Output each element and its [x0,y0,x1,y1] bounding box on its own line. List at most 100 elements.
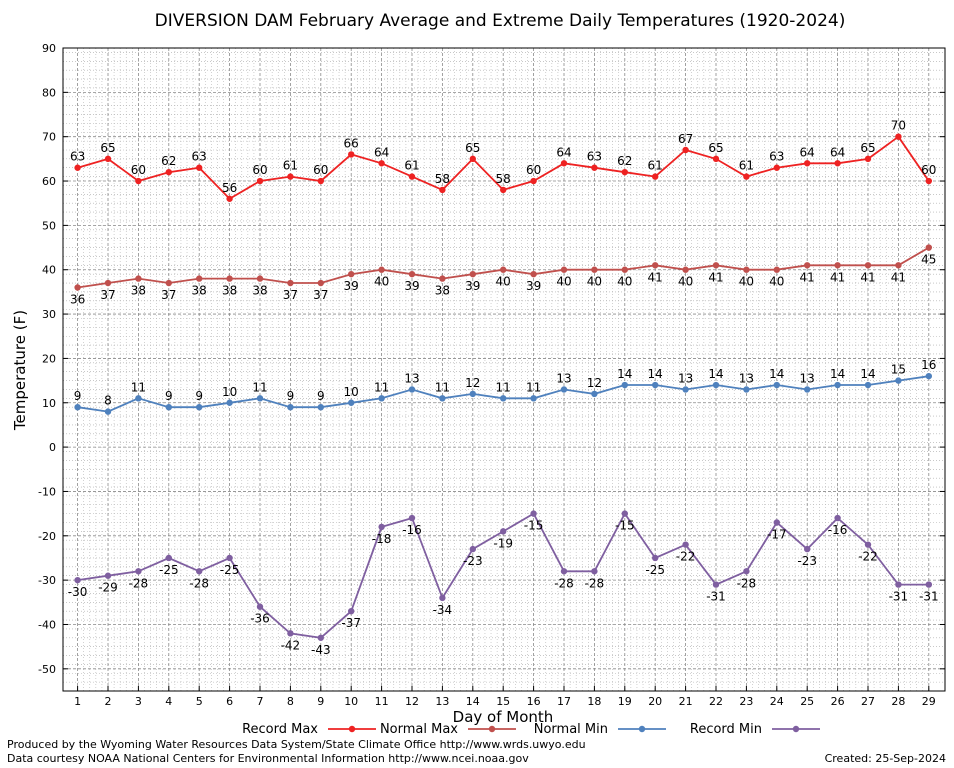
legend-label: Record Min [690,722,762,737]
data-label: 60 [252,163,267,177]
data-point [439,275,446,282]
data-point [591,164,598,171]
data-point [439,395,446,402]
plot-area-frame [62,47,946,692]
x-tick-label: 3 [135,695,142,708]
data-point [439,594,446,602]
data-label: 11 [496,380,511,394]
data-point [408,514,416,522]
series-layer: 63 65 60 62 63 56 60 61 60 66 64 61 58 65 58 60 64 63 62 61… [68,119,939,657]
data-label: 56 [222,181,237,195]
data-label: 38 [252,284,267,298]
data-label: 40 [587,275,602,289]
data-point [135,568,142,575]
x-tick-label: 7 [257,695,264,708]
data-label: 64 [800,145,815,159]
series-record-max: 63 65 60 62 63 56 60 61 60 66 64 61 58 65 58 60 64 63 62 61… [70,119,936,202]
data-label: 14 [860,367,875,381]
data-label: 38 [131,284,146,298]
data-label: 10 [222,385,237,399]
data-point [135,177,142,185]
y-tick-label: 0 [49,441,56,454]
data-label: 37 [283,288,298,302]
x-tick-label: 18 [587,695,601,708]
data-point [317,279,324,287]
data-point [621,381,628,389]
x-tick-label: 1 [74,695,81,708]
data-point [834,262,841,269]
data-point [743,173,750,180]
x-tick-label: 25 [800,695,814,708]
data-point [925,372,932,380]
x-tick-label: 20 [648,695,662,708]
grid-minor [63,48,945,692]
data-label: -31 [706,590,726,604]
data-point [469,390,476,398]
data-point [652,262,659,269]
data-point [530,395,537,402]
data-label: -31 [889,590,909,604]
data-point [226,275,233,282]
data-point [591,568,598,575]
data-point [773,266,780,273]
data-point [104,408,112,415]
data-label: 14 [769,367,784,381]
data-point [530,177,537,185]
data-label: 38 [222,284,237,298]
data-label: 11 [374,380,389,394]
data-point [712,581,720,588]
data-point [165,403,172,411]
data-point [895,377,902,384]
x-tick-label: 10 [344,695,358,708]
data-label: 38 [435,284,450,298]
data-label: 63 [587,150,602,164]
data-label: -42 [281,638,301,652]
x-tick-label: 16 [527,695,541,708]
data-label: 60 [921,163,936,177]
data-point [256,275,264,282]
data-point [196,568,203,575]
data-label: -18 [372,532,392,546]
data-label: 40 [769,275,784,289]
data-point [621,168,628,176]
y-tick-label: 20 [42,352,56,365]
data-point [682,541,689,548]
data-point [256,603,264,610]
data-point [652,554,659,562]
data-point [74,403,81,411]
data-label: 13 [678,371,693,385]
data-label: -30 [68,585,88,599]
data-label: 11 [435,380,450,394]
y-axis-ticks: -50 -40 -30 -20 -10 0 10 20 30 40 50 60 70 80 90 [38,42,945,676]
x-tick-label: 6 [226,695,233,708]
data-label: 41 [830,270,845,284]
x-tick-label: 9 [317,695,324,708]
x-axis-label: Day of Month [453,708,554,726]
data-label: -28 [189,576,209,590]
y-tick-label: 60 [42,175,56,188]
data-label: -25 [645,563,665,577]
x-tick-label: 8 [287,695,294,708]
y-tick-label: 30 [42,308,56,321]
data-point [408,270,416,278]
data-label: 9 [195,389,203,403]
data-label: 13 [404,371,419,385]
x-tick-label: 29 [922,695,936,708]
data-label: -37 [341,616,361,630]
data-label: 65 [100,141,115,155]
data-point [804,160,811,167]
data-point [378,395,385,402]
credit-data-courtesy: Data courtesy NOAA National Centers for … [7,752,529,765]
legend-swatch-marker [792,725,800,733]
legend-label: Normal Max [380,722,458,737]
y-tick-label: -30 [38,574,56,587]
data-point [560,160,568,167]
data-label: 14 [708,367,723,381]
y-tick-label: -50 [38,663,56,676]
y-tick-label: 70 [42,131,56,144]
data-point [287,173,294,180]
data-point [165,279,172,287]
data-point [864,155,872,163]
data-label: -15 [615,519,635,533]
data-label: -16 [402,523,422,537]
